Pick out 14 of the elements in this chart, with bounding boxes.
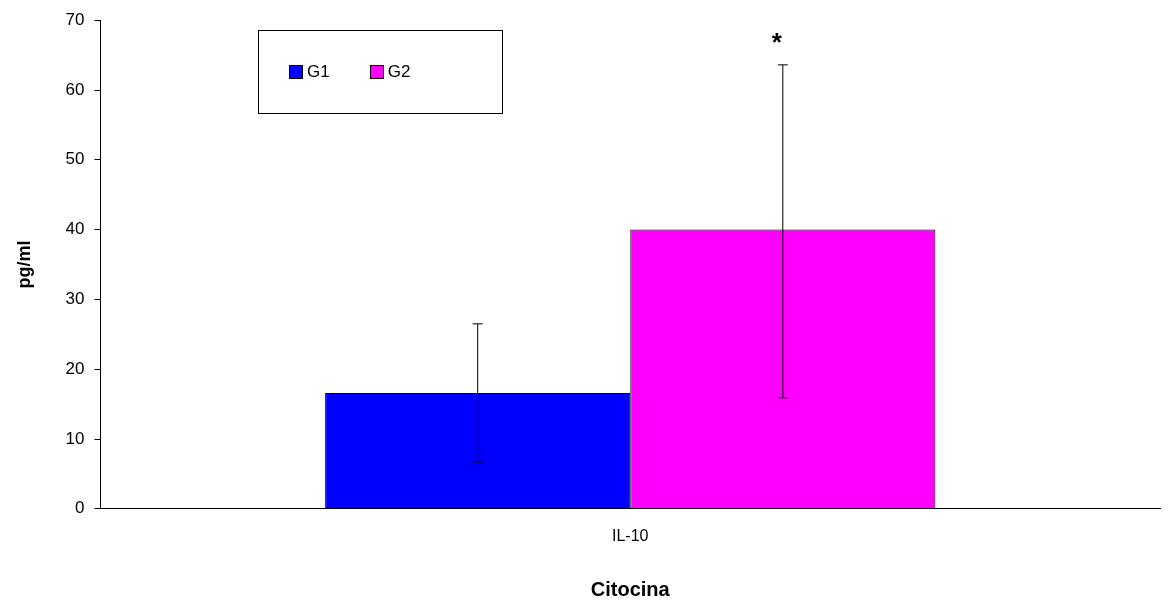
legend-label: G1 <box>307 62 330 82</box>
y-tick-label: 20 <box>65 358 85 378</box>
y-tick-label: 70 <box>65 9 85 29</box>
annotation: * <box>771 27 783 58</box>
y-tick-label: 0 <box>75 498 85 518</box>
x-tick-label: IL-10 <box>612 526 649 544</box>
y-tick-label: 50 <box>65 149 85 169</box>
y-tick-label: 10 <box>65 428 85 448</box>
y-axis-title: pg/ml <box>13 240 34 289</box>
legend-label: G2 <box>387 62 411 82</box>
y-tick-label: 30 <box>65 289 85 309</box>
y-tick-label: 40 <box>65 219 85 239</box>
x-axis-title: Citocina <box>590 577 671 600</box>
y-tick-label: 60 <box>65 79 85 99</box>
